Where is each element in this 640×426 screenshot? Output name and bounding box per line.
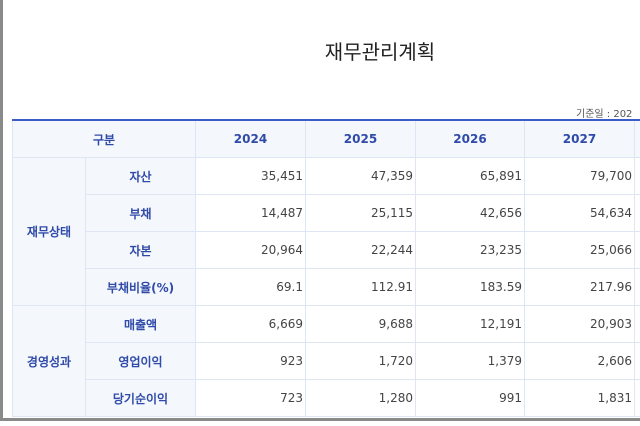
value-cell: 22,244: [305, 231, 416, 269]
value-cell: 65,891: [415, 157, 525, 195]
row-label: 부채: [85, 194, 196, 232]
header-year-next: [634, 119, 640, 158]
value-cell-next: [634, 342, 640, 380]
table-row: 경영성과 매출액 6,669 9,688 12,191 20,903: [12, 305, 640, 417]
value-cell: 1,379: [415, 342, 525, 380]
page-title: 재무관리계획: [324, 40, 436, 64]
value-cell: 217.96: [524, 268, 635, 306]
group-label: 재무상태: [12, 157, 86, 306]
value-cell: 54,634: [524, 194, 635, 232]
value-cell-next: [634, 231, 640, 269]
row-label: 영업이익: [85, 342, 196, 380]
financial-plan-table: 구분 2024 2025 2026 2027 재무상태 자산 35,451 47,35…: [12, 119, 640, 417]
value-cell: 25,115: [305, 194, 416, 232]
value-cell: 6,669: [195, 305, 306, 343]
value-cell-next: [634, 305, 640, 343]
value-cell: 183.59: [415, 268, 525, 306]
table-row: 영업이익 923 1,720 1,379 2,606: [13, 342, 640, 380]
row-label: 매출액: [85, 305, 196, 343]
table-row: 부채 14,487 25,115 42,656 54,634: [13, 194, 640, 232]
value-cell: 991: [415, 379, 525, 417]
value-cell: 25,066: [524, 231, 635, 269]
row-label: 부채비율(%): [85, 268, 196, 306]
value-cell: 20,964: [195, 231, 306, 269]
value-cell: 42,656: [415, 194, 525, 232]
value-cell: 35,451: [195, 157, 306, 195]
value-cell: 1,280: [305, 379, 416, 417]
value-cell: 923: [195, 342, 306, 380]
group-label: 경영성과: [12, 305, 86, 417]
row-label: 당기순이익: [85, 379, 196, 417]
header-year: 2027: [524, 119, 635, 158]
value-cell-next: [634, 194, 640, 232]
value-cell-next: [634, 268, 640, 306]
value-cell: 2,606: [524, 342, 635, 380]
value-cell-next: [634, 157, 640, 195]
header-year: 2025: [305, 119, 416, 158]
value-cell: 12,191: [415, 305, 525, 343]
row-label: 자산: [85, 157, 196, 195]
header-category: 구분: [12, 119, 196, 158]
table-row: 부채비율(%) 69.1 112.91 183.59 217.96: [13, 268, 640, 306]
base-date: 기준일 : 202: [576, 109, 633, 120]
value-cell: 79,700: [524, 157, 635, 195]
value-cell-next: [634, 379, 640, 417]
value-cell: 14,487: [195, 194, 306, 232]
value-cell: 9,688: [305, 305, 416, 343]
row-label: 자본: [85, 231, 196, 269]
value-cell: 112.91: [305, 268, 416, 306]
table-row: 재무상태 자산 35,451 47,359 65,891 79,700: [12, 157, 640, 306]
header-row: 구분 2024 2025 2026 2027: [12, 119, 640, 158]
header-year: 2024: [195, 119, 306, 158]
value-cell: 1,720: [305, 342, 416, 380]
table-row: 당기순이익 723 1,280 991 1,831: [13, 379, 640, 417]
table-row: 자본 20,964 22,244 23,235 25,066: [13, 231, 640, 269]
value-cell: 723: [195, 379, 306, 417]
value-cell: 47,359: [305, 157, 416, 195]
value-cell: 23,235: [415, 231, 525, 269]
value-cell: 1,831: [524, 379, 635, 417]
value-cell: 69.1: [195, 268, 306, 306]
header-year: 2026: [415, 119, 525, 158]
value-cell: 20,903: [524, 305, 635, 343]
